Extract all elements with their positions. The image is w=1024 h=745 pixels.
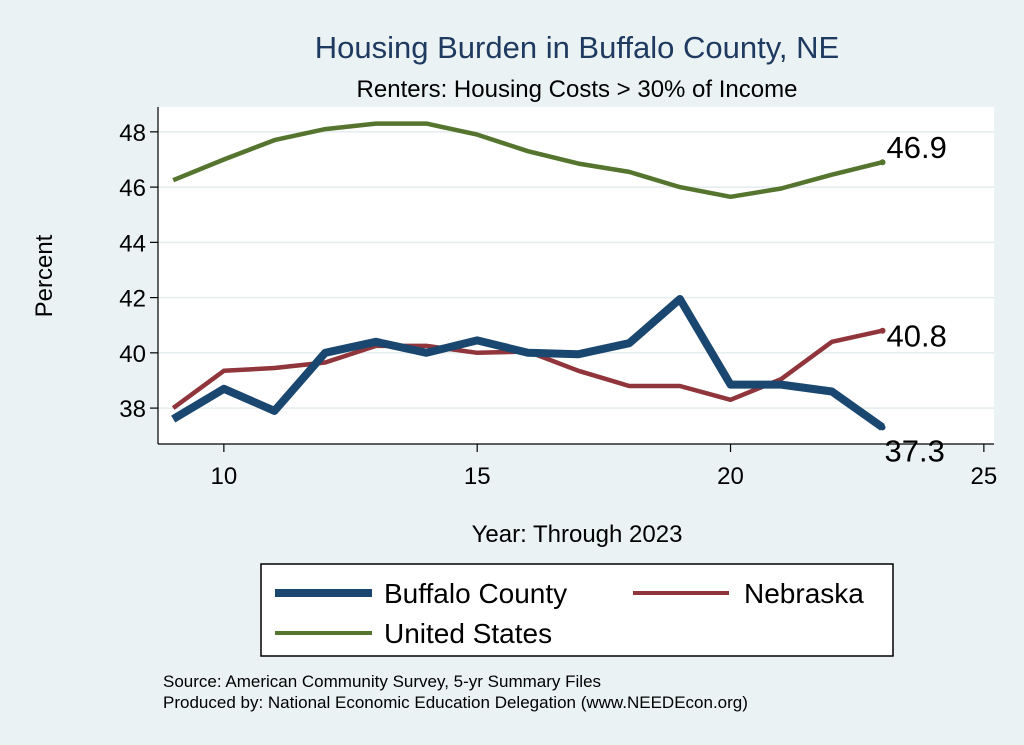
end-label-us: 46.9 (887, 130, 947, 165)
end-label-nebraska: 40.8 (887, 319, 947, 354)
x-axis-ticks: 10 15 20 25 (211, 444, 998, 490)
series-lines (171, 121, 886, 431)
y-tick-label-44: 44 (119, 230, 146, 257)
chart-title: Housing Burden in Buffalo County, NE (315, 30, 839, 65)
y-axis-title: Percent (31, 234, 58, 317)
legend: Buffalo County Nebraska United States (260, 563, 894, 657)
end-labels: 37.3 40.8 46.9 (885, 130, 947, 468)
legend-box (260, 563, 894, 657)
produced-by-note: Produced by: National Economic Education… (163, 693, 748, 712)
x-tick-label-25: 25 (971, 463, 998, 490)
x-tick-label-20: 20 (717, 463, 744, 490)
end-label-buffalo: 37.3 (885, 433, 945, 468)
plot-area (158, 107, 994, 444)
x-tick-label-10: 10 (211, 463, 238, 490)
legend-label-nebraska: Nebraska (744, 578, 864, 609)
x-tick-label-15: 15 (464, 463, 491, 490)
end-point-nebraska (879, 327, 886, 334)
source-note: Source: American Community Survey, 5-yr … (163, 672, 601, 691)
end-point-buffalo (879, 424, 886, 431)
chart-subtitle: Renters: Housing Costs > 30% of Income (357, 76, 798, 103)
y-tick-label-46: 46 (119, 175, 146, 202)
y-tick-label-48: 48 (119, 120, 146, 147)
legend-label-us: United States (384, 618, 552, 649)
series-line-us (172, 121, 884, 200)
series-line-buffalo (171, 295, 885, 431)
y-axis-ticks: 38 40 42 44 46 48 (119, 120, 158, 423)
y-tick-label-42: 42 (119, 286, 146, 313)
x-axis-title: Year: Through 2023 (472, 521, 683, 548)
end-point-us (879, 159, 886, 166)
y-tick-label-38: 38 (119, 396, 146, 423)
y-tick-label-40: 40 (119, 341, 146, 368)
axes (157, 107, 994, 445)
legend-label-buffalo: Buffalo County (384, 578, 567, 609)
